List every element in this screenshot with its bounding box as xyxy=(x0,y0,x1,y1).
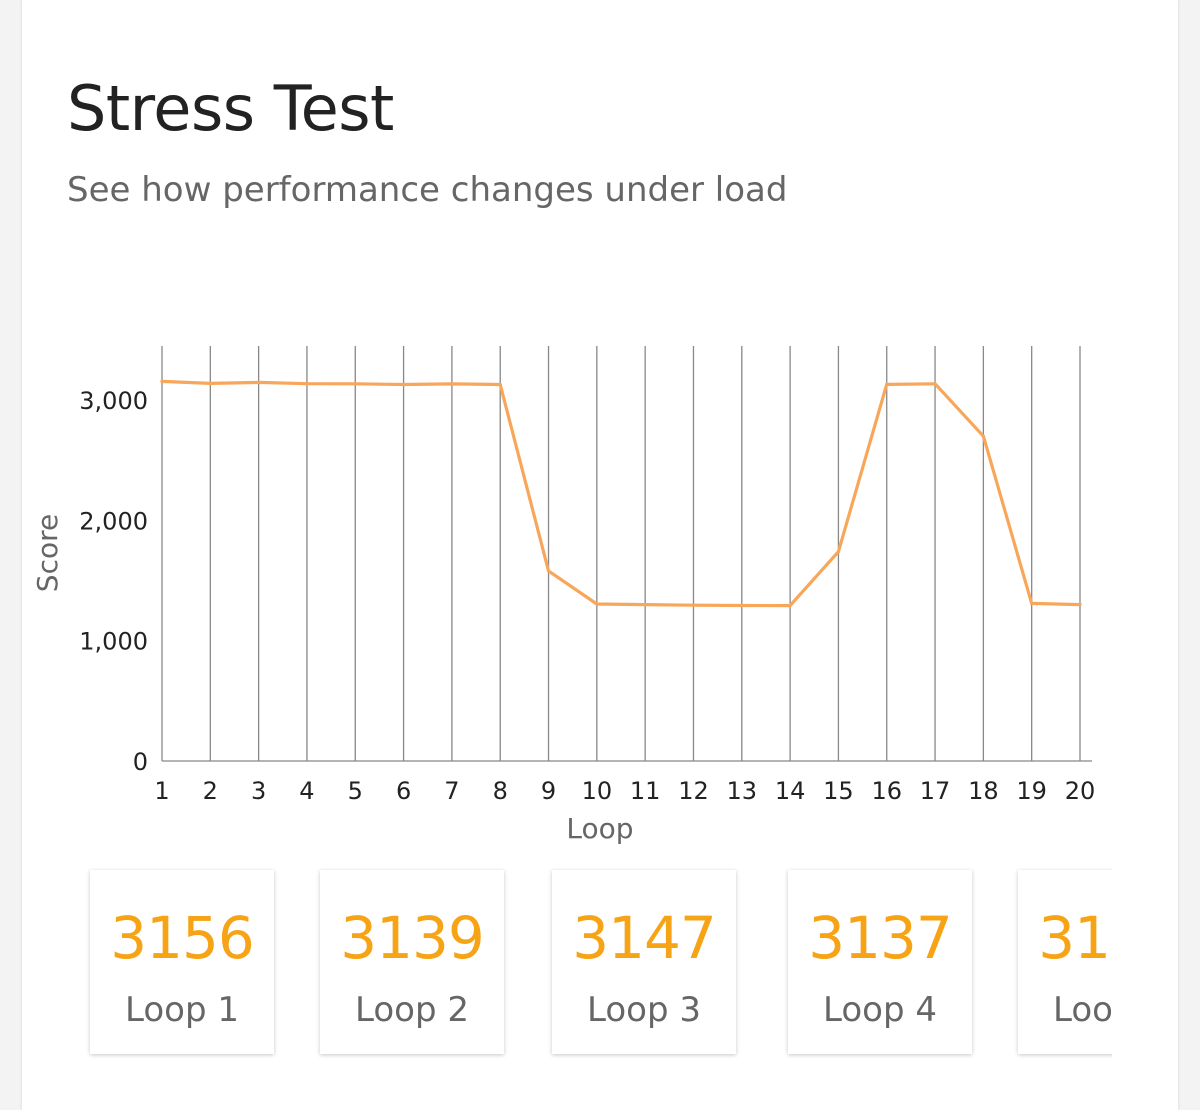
loop-score: 3147 xyxy=(572,904,717,972)
x-tick-label: 13 xyxy=(727,777,758,805)
loop-score-strip[interactable]: 3156 Loop 1 3139 Loop 2 3147 Loop 3 3137… xyxy=(66,868,1112,1068)
loop-score: 3139 xyxy=(340,904,485,972)
loop-label: Loop 3 xyxy=(587,990,701,1030)
x-tick-label: 1 xyxy=(154,777,169,805)
data-point xyxy=(160,379,164,383)
loop-label: Loop 4 xyxy=(823,990,937,1030)
x-tick-label: 2 xyxy=(203,777,218,805)
loop-card[interactable]: 3147 Loop 3 xyxy=(552,870,736,1054)
x-tick-label: 4 xyxy=(299,777,314,805)
data-point xyxy=(740,603,744,608)
data-point xyxy=(257,380,261,385)
data-point xyxy=(595,602,599,606)
x-tick-label: 5 xyxy=(348,777,363,805)
series-layer xyxy=(160,379,1082,608)
data-point xyxy=(450,382,454,386)
y-tick-label: 1,000 xyxy=(79,628,148,656)
x-tick-label: 6 xyxy=(396,777,411,805)
x-tick-label: 14 xyxy=(775,777,806,805)
x-tick-label: 8 xyxy=(493,777,508,805)
data-point xyxy=(401,382,406,387)
data-point xyxy=(981,434,985,438)
x-tick-label: 9 xyxy=(541,777,556,805)
series-line xyxy=(160,379,1082,608)
x-tick-labels: 1 2 3 4 5 6 7 8 9 10 11 12 13 14 15 16 17 18 19 20 xyxy=(154,777,1095,805)
chart-grid xyxy=(161,346,1081,761)
loop-score: 3156 xyxy=(110,904,255,972)
x-tick-label: 11 xyxy=(630,777,661,805)
loop-label: Loop 2 xyxy=(355,990,469,1030)
data-point xyxy=(643,603,647,607)
x-tick-label: 20 xyxy=(1065,777,1096,805)
y-tick-label: 0 xyxy=(133,748,148,776)
y-tick-label: 3,000 xyxy=(79,387,148,415)
data-point xyxy=(788,603,792,608)
loop-score: 3137 xyxy=(808,904,953,972)
data-point xyxy=(546,569,551,573)
loop-score: 3136 xyxy=(1038,904,1112,972)
data-point xyxy=(885,382,889,386)
x-tick-label: 15 xyxy=(823,777,854,805)
data-point xyxy=(353,382,357,386)
loop-card[interactable]: 3139 Loop 2 xyxy=(320,870,504,1054)
y-axis-title: Score xyxy=(31,514,64,592)
x-tick-label: 18 xyxy=(968,777,999,805)
x-tick-label: 12 xyxy=(678,777,709,805)
x-tick-label: 16 xyxy=(871,777,902,805)
data-point xyxy=(305,382,309,386)
loop-card[interactable]: 3156 Loop 1 xyxy=(90,870,274,1054)
data-point xyxy=(836,550,841,554)
x-tick-label: 10 xyxy=(582,777,613,805)
loop-card[interactable]: 3136 Loop 5 xyxy=(1018,870,1112,1054)
page-subtitle: See how performance changes under load xyxy=(67,170,788,210)
y-tick-label: 2,000 xyxy=(79,507,148,535)
x-tick-label: 19 xyxy=(1016,777,1047,805)
loop-label: Loop 1 xyxy=(125,990,239,1030)
loop-label: Loop 5 xyxy=(1053,990,1112,1030)
data-point xyxy=(1030,601,1034,606)
data-point xyxy=(208,381,212,386)
x-axis-title: Loop xyxy=(566,812,633,845)
page-title: Stress Test xyxy=(67,72,394,145)
data-point xyxy=(1078,603,1082,607)
x-tick-label: 7 xyxy=(444,777,459,805)
y-tick-labels: 0 1,000 2,000 3,000 xyxy=(79,387,148,776)
x-tick-label: 3 xyxy=(251,777,266,805)
data-point xyxy=(691,603,696,607)
data-point xyxy=(933,382,937,386)
x-tick-label: 17 xyxy=(920,777,951,805)
loop-card[interactable]: 3137 Loop 4 xyxy=(788,870,972,1054)
data-point xyxy=(498,382,502,387)
